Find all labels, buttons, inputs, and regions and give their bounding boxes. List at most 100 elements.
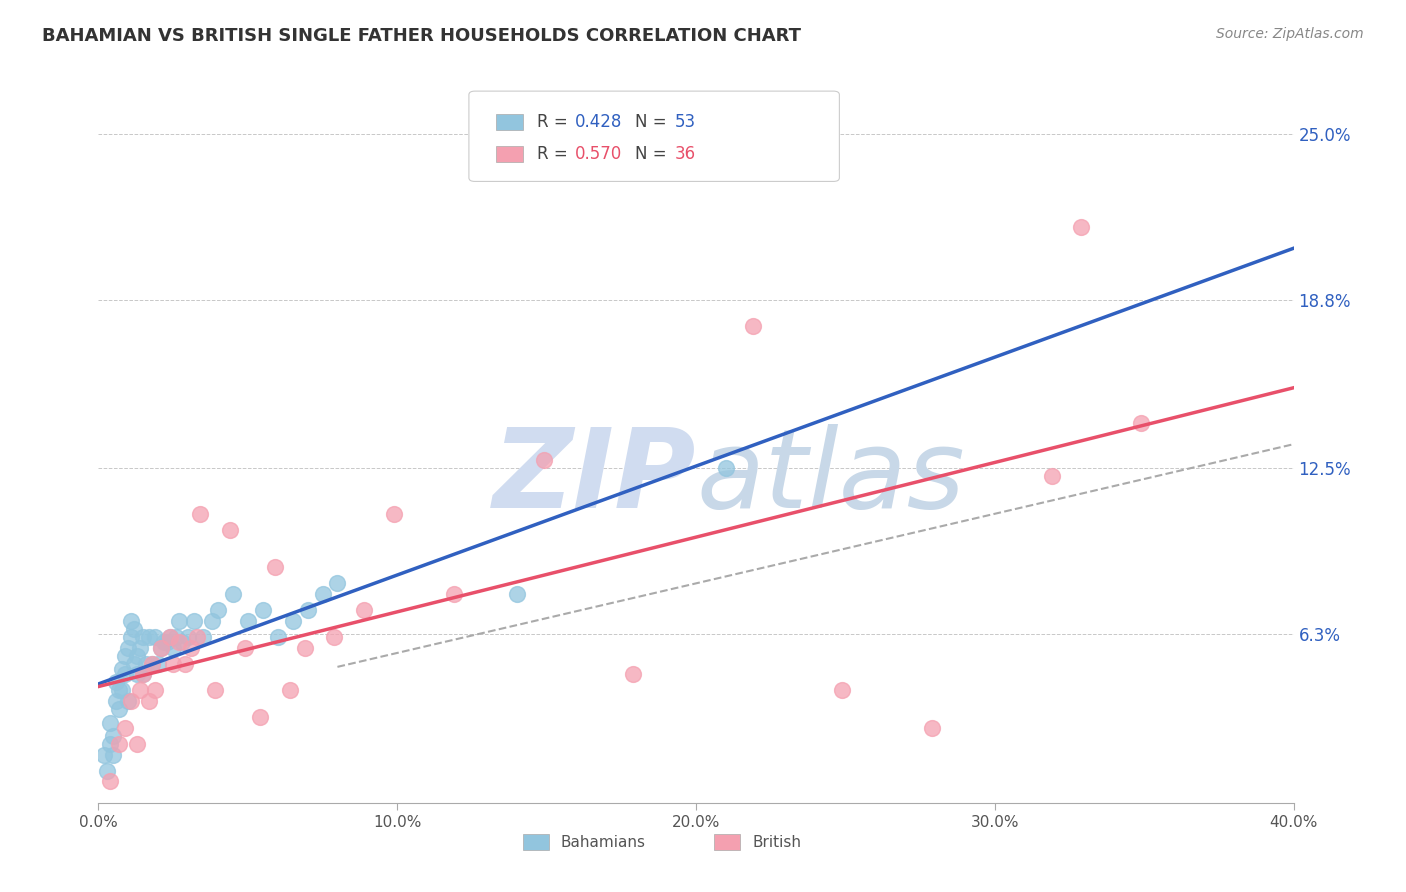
Point bbox=[127, 737, 149, 751]
FancyBboxPatch shape bbox=[523, 834, 548, 850]
Point bbox=[138, 630, 160, 644]
Point bbox=[143, 683, 166, 698]
Text: British: British bbox=[752, 835, 801, 850]
Point bbox=[311, 587, 333, 601]
Point bbox=[159, 630, 181, 644]
Point bbox=[1040, 469, 1063, 483]
Point bbox=[127, 648, 149, 663]
Point bbox=[120, 694, 142, 708]
Point bbox=[114, 721, 136, 735]
Point bbox=[174, 657, 197, 671]
Point bbox=[141, 657, 163, 671]
Point bbox=[124, 657, 146, 671]
Point bbox=[138, 694, 160, 708]
Point bbox=[114, 667, 136, 681]
Point bbox=[105, 694, 128, 708]
Text: atlas: atlas bbox=[696, 425, 965, 531]
Point bbox=[236, 614, 259, 628]
Point bbox=[714, 461, 737, 475]
FancyBboxPatch shape bbox=[470, 91, 839, 181]
Point bbox=[1130, 416, 1153, 430]
Point bbox=[111, 683, 134, 698]
Point bbox=[741, 319, 763, 334]
Point bbox=[297, 603, 319, 617]
Point bbox=[219, 523, 242, 537]
Point bbox=[117, 640, 139, 655]
Point bbox=[98, 737, 122, 751]
Point bbox=[132, 630, 155, 644]
Point bbox=[148, 657, 170, 671]
Point bbox=[222, 587, 245, 601]
Text: 53: 53 bbox=[675, 113, 696, 131]
Point bbox=[162, 640, 184, 655]
Point bbox=[172, 635, 194, 649]
Point bbox=[921, 721, 943, 735]
Point bbox=[180, 640, 202, 655]
Text: Source: ZipAtlas.com: Source: ZipAtlas.com bbox=[1216, 27, 1364, 41]
Text: N =: N = bbox=[636, 113, 672, 131]
Point bbox=[191, 630, 214, 644]
Point bbox=[108, 702, 131, 716]
Point bbox=[120, 614, 142, 628]
Point bbox=[120, 630, 142, 644]
Point bbox=[129, 640, 152, 655]
Point bbox=[263, 560, 285, 574]
Point bbox=[443, 587, 465, 601]
Point bbox=[323, 630, 346, 644]
FancyBboxPatch shape bbox=[496, 146, 523, 162]
Point bbox=[533, 453, 555, 467]
Point bbox=[167, 614, 190, 628]
Point bbox=[278, 683, 301, 698]
Point bbox=[141, 657, 163, 671]
Point bbox=[132, 667, 155, 681]
Point bbox=[153, 635, 176, 649]
Text: BAHAMIAN VS BRITISH SINGLE FATHER HOUSEHOLDS CORRELATION CHART: BAHAMIAN VS BRITISH SINGLE FATHER HOUSEH… bbox=[42, 27, 801, 45]
Point bbox=[252, 603, 274, 617]
Point bbox=[506, 587, 529, 601]
Point bbox=[281, 614, 304, 628]
Point bbox=[98, 715, 122, 730]
Point bbox=[114, 648, 136, 663]
Point bbox=[150, 640, 173, 655]
Point bbox=[201, 614, 224, 628]
Point bbox=[103, 729, 125, 743]
Point bbox=[135, 657, 157, 671]
Point bbox=[96, 764, 118, 778]
Point bbox=[132, 667, 155, 681]
Text: Bahamians: Bahamians bbox=[561, 835, 645, 850]
Point bbox=[831, 683, 853, 698]
Point bbox=[294, 640, 316, 655]
Point bbox=[249, 710, 271, 724]
Text: ZIP: ZIP bbox=[492, 425, 696, 531]
Point bbox=[127, 667, 149, 681]
Point bbox=[207, 603, 229, 617]
Point bbox=[326, 576, 349, 591]
Point bbox=[108, 683, 131, 698]
Point bbox=[105, 675, 128, 690]
Point bbox=[621, 667, 644, 681]
Point bbox=[233, 640, 256, 655]
Point bbox=[111, 662, 134, 676]
Point bbox=[353, 603, 375, 617]
Text: R =: R = bbox=[537, 113, 574, 131]
Text: 36: 36 bbox=[675, 145, 696, 163]
Point bbox=[183, 614, 205, 628]
Point bbox=[204, 683, 226, 698]
Point bbox=[129, 683, 152, 698]
Point bbox=[382, 507, 405, 521]
Point bbox=[188, 507, 211, 521]
Point bbox=[117, 694, 139, 708]
Point bbox=[143, 630, 166, 644]
FancyBboxPatch shape bbox=[714, 834, 740, 850]
Point bbox=[186, 630, 208, 644]
Point bbox=[103, 747, 125, 762]
Point bbox=[159, 630, 181, 644]
Point bbox=[1070, 220, 1092, 235]
Point bbox=[267, 630, 290, 644]
Point bbox=[177, 630, 200, 644]
Point bbox=[108, 737, 131, 751]
Point bbox=[93, 747, 115, 762]
Point bbox=[156, 635, 179, 649]
Point bbox=[162, 657, 184, 671]
Text: 0.428: 0.428 bbox=[575, 113, 623, 131]
